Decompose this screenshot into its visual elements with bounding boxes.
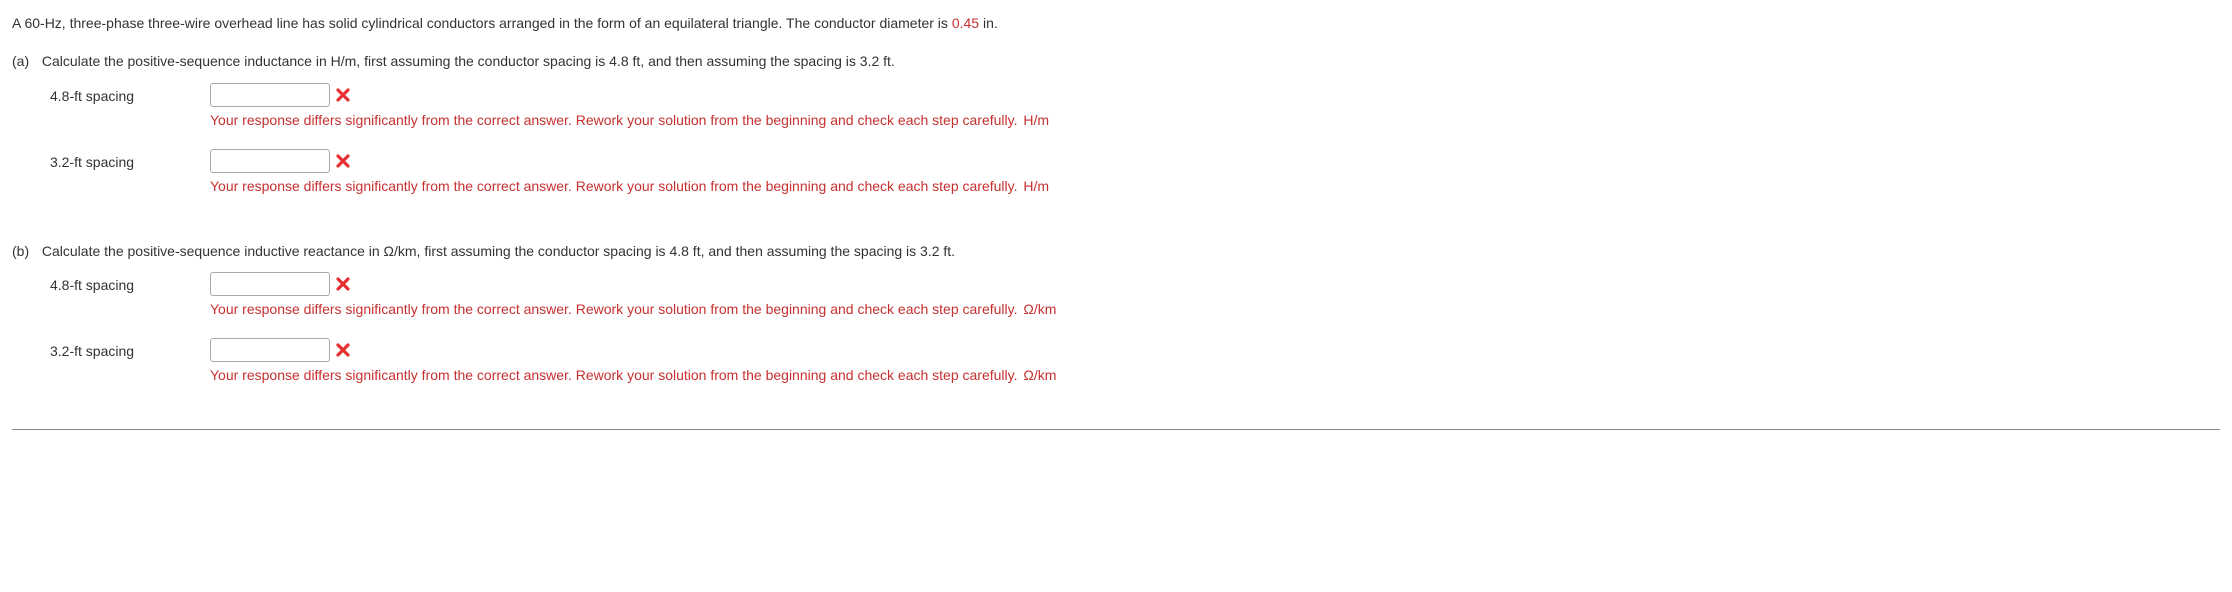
intro-suffix: in. (979, 15, 998, 31)
intro-highlight: 0.45 (952, 15, 979, 31)
incorrect-icon (334, 86, 352, 104)
part-a-prompt: Calculate the positive-sequence inductan… (42, 50, 895, 72)
answer-input-b2[interactable] (210, 338, 330, 362)
answer-input-a1[interactable] (210, 83, 330, 107)
incorrect-icon (334, 152, 352, 170)
part-b: (b) Calculate the positive-sequence indu… (12, 240, 2220, 401)
part-b-row-1: 4.8-ft spacing Your response differs sig… (50, 272, 2220, 334)
feedback-text: Your response differs significantly from… (210, 364, 2220, 386)
feedback-text: Your response differs significantly from… (210, 109, 2220, 131)
spacing-label: 4.8-ft spacing (50, 83, 210, 107)
part-a-label: (a) (12, 50, 38, 72)
spacing-label: 3.2-ft spacing (50, 338, 210, 362)
question-intro: A 60-Hz, three-phase three-wire overhead… (12, 12, 2220, 34)
feedback-text: Your response differs significantly from… (210, 298, 2220, 320)
spacing-label: 3.2-ft spacing (50, 149, 210, 173)
part-b-row-2: 3.2-ft spacing Your response differs sig… (50, 338, 2220, 400)
answer-input-b1[interactable] (210, 272, 330, 296)
answer-input-a2[interactable] (210, 149, 330, 173)
incorrect-icon (334, 341, 352, 359)
incorrect-icon (334, 275, 352, 293)
feedback-text: Your response differs significantly from… (210, 175, 2220, 197)
spacing-label: 4.8-ft spacing (50, 272, 210, 296)
intro-prefix: A 60-Hz, three-phase three-wire overhead… (12, 15, 952, 31)
part-b-prompt: Calculate the positive-sequence inductiv… (42, 240, 955, 262)
bottom-divider (12, 429, 2220, 430)
unit-label: H/m (1023, 178, 1049, 194)
unit-label: H/m (1023, 112, 1049, 128)
unit-label: Ω/km (1023, 301, 1056, 317)
part-a: (a) Calculate the positive-sequence indu… (12, 50, 2220, 211)
part-b-label: (b) (12, 240, 38, 262)
unit-label: Ω/km (1023, 367, 1056, 383)
part-a-row-1: 4.8-ft spacing Your response differs sig… (50, 83, 2220, 145)
part-a-row-2: 3.2-ft spacing Your response differs sig… (50, 149, 2220, 211)
